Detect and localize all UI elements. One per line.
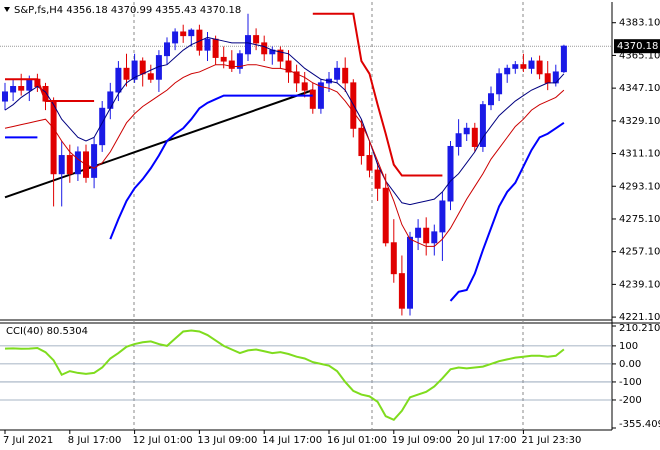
candle-body <box>277 49 284 62</box>
candle-body <box>431 231 438 244</box>
candle-body <box>91 144 98 178</box>
candle-body <box>204 38 211 51</box>
x-tick-label: 8 Jul 17:00 <box>68 435 122 446</box>
candle-body <box>220 56 227 62</box>
trendline <box>4 89 314 199</box>
candle-body <box>366 155 373 171</box>
x-tick-label: 16 Jul 01:00 <box>327 435 387 446</box>
candle-body <box>382 187 389 244</box>
candle-body <box>374 169 381 189</box>
indicator-title: CCI(40) 80.5304 <box>6 326 88 337</box>
candle-body <box>172 31 179 44</box>
candle-body <box>488 93 494 106</box>
y-tick-label: 4221.10 <box>619 312 660 323</box>
candle-body <box>317 82 324 109</box>
y-tick-label: 4383.10 <box>619 18 660 29</box>
candle-body <box>293 71 300 84</box>
menu-icon <box>4 7 10 12</box>
candle-body <box>560 45 567 73</box>
y-tick-label: 4329.10 <box>619 116 660 127</box>
candle-body <box>164 42 170 57</box>
x-tick-label: 19 Jul 09:00 <box>392 435 452 446</box>
candle-body <box>18 85 25 91</box>
candle-body <box>504 67 511 75</box>
indicator-line <box>109 94 313 240</box>
candle-body <box>10 85 17 93</box>
candle-body <box>512 64 519 69</box>
candle-body <box>212 38 219 58</box>
y-tick-label: 4239.10 <box>619 279 660 290</box>
candle-body <box>74 151 81 175</box>
candle-body <box>261 42 268 55</box>
x-tick-label: 21 Jul 23:30 <box>521 435 581 446</box>
indicator-line <box>449 122 565 302</box>
cci-line <box>4 329 565 422</box>
indicator-line <box>4 64 565 247</box>
candle-body <box>115 67 122 93</box>
candle-body <box>390 242 397 275</box>
y-tick-label: 4293.10 <box>619 181 660 192</box>
candle-body <box>358 127 365 157</box>
candle-body <box>342 67 349 84</box>
candle-body <box>245 35 251 55</box>
price-label-bg <box>614 39 660 54</box>
candle-body <box>463 127 470 135</box>
candle-body <box>139 60 146 75</box>
candle-body <box>479 104 486 147</box>
candle-body <box>528 60 535 69</box>
candle-body <box>398 273 405 309</box>
price-label: 4370.18 <box>617 41 658 52</box>
chart-title: S&P,fs,H4 4356.18 4370.99 4355.43 4370.1… <box>14 5 241 16</box>
candle-body <box>447 145 454 202</box>
candle-body <box>123 67 130 80</box>
candle-body <box>228 60 235 69</box>
candle-body <box>496 73 503 95</box>
candle-body <box>188 29 195 37</box>
candle-body <box>309 89 316 109</box>
candle-body <box>180 31 187 37</box>
indicator-line <box>312 12 443 177</box>
candle-body <box>58 155 65 175</box>
frame <box>0 2 660 431</box>
x-tick-label: 12 Jul 01:00 <box>133 435 193 446</box>
candle-body <box>423 227 430 244</box>
candle-body <box>2 91 8 102</box>
y-tick-label: -200 <box>619 395 642 406</box>
indicator-line <box>4 36 565 206</box>
candle-body <box>439 200 446 233</box>
y-tick-label: 100 <box>619 341 638 352</box>
y-tick-label: -355.409 <box>619 419 660 430</box>
candle-body <box>147 73 154 80</box>
y-tick-label: 4347.10 <box>619 83 660 94</box>
candle-body <box>471 127 478 147</box>
candle-body <box>301 82 308 91</box>
candle-body <box>131 60 138 80</box>
candle-body <box>285 60 292 73</box>
candle-body <box>544 73 551 84</box>
candle-body <box>455 133 462 147</box>
x-tick-label: 14 Jul 17:00 <box>262 435 322 446</box>
y-tick-label: 210.2109 <box>619 323 660 334</box>
indicator-line <box>5 78 95 103</box>
candle-body <box>415 227 422 238</box>
y-tick-label: 4365.10 <box>619 50 660 61</box>
candle-body <box>236 53 243 69</box>
y-tick-label: 4257.10 <box>619 247 660 258</box>
candle-body <box>334 67 341 80</box>
candle-body <box>26 78 33 91</box>
y-tick-label: -100 <box>619 377 642 388</box>
candle-body <box>520 64 527 69</box>
candle-body <box>66 155 73 175</box>
candle-body <box>253 35 260 44</box>
x-tick-label: 13 Jul 09:00 <box>197 435 257 446</box>
y-tick-label: 0.00 <box>619 359 641 370</box>
y-tick-label: 4311.10 <box>619 149 660 160</box>
candle-body <box>407 236 413 309</box>
x-tick-label: 7 Jul 2021 <box>3 435 53 446</box>
x-tick-label: 20 Jul 17:00 <box>457 435 517 446</box>
candle-body <box>536 60 543 75</box>
y-tick-label: 4275.10 <box>619 214 660 225</box>
candle-body <box>50 100 57 175</box>
